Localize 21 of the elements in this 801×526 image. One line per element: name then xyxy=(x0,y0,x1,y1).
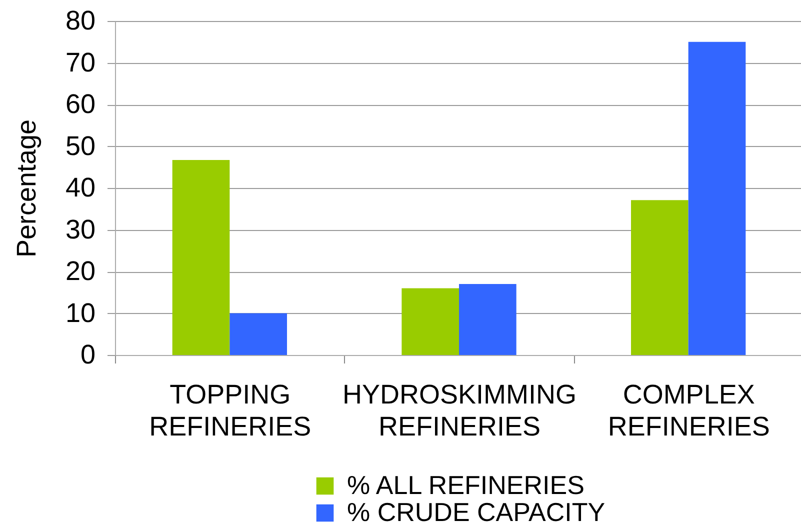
x-tick-label: HYDROSKIMMING REFINERIES xyxy=(342,380,577,442)
y-tick-label: 50 xyxy=(65,130,96,161)
y-tick-label: 30 xyxy=(65,214,96,244)
x-tick-label: COMPLEX REFINERIES xyxy=(608,380,770,442)
y-axis-title: Percentage xyxy=(11,119,42,258)
legend-label: % CRUDE CAPACITY xyxy=(347,497,606,526)
legend-label: % ALL REFINERIES xyxy=(347,470,584,500)
y-tick-label: 80 xyxy=(65,6,96,36)
bar xyxy=(688,42,746,355)
y-tick-label: 70 xyxy=(65,47,96,78)
x-tick-label: TOPPING REFINERIES xyxy=(149,380,312,442)
bar xyxy=(230,313,287,355)
y-tick-label: 20 xyxy=(65,256,96,286)
y-tick-label: 10 xyxy=(65,298,96,328)
y-tick-label: 40 xyxy=(65,172,96,202)
y-tick-label: 60 xyxy=(65,89,96,119)
y-tick-label: 0 xyxy=(80,340,96,370)
bar xyxy=(172,160,230,355)
bar xyxy=(631,200,688,355)
bar xyxy=(459,284,516,355)
bar xyxy=(402,288,459,355)
